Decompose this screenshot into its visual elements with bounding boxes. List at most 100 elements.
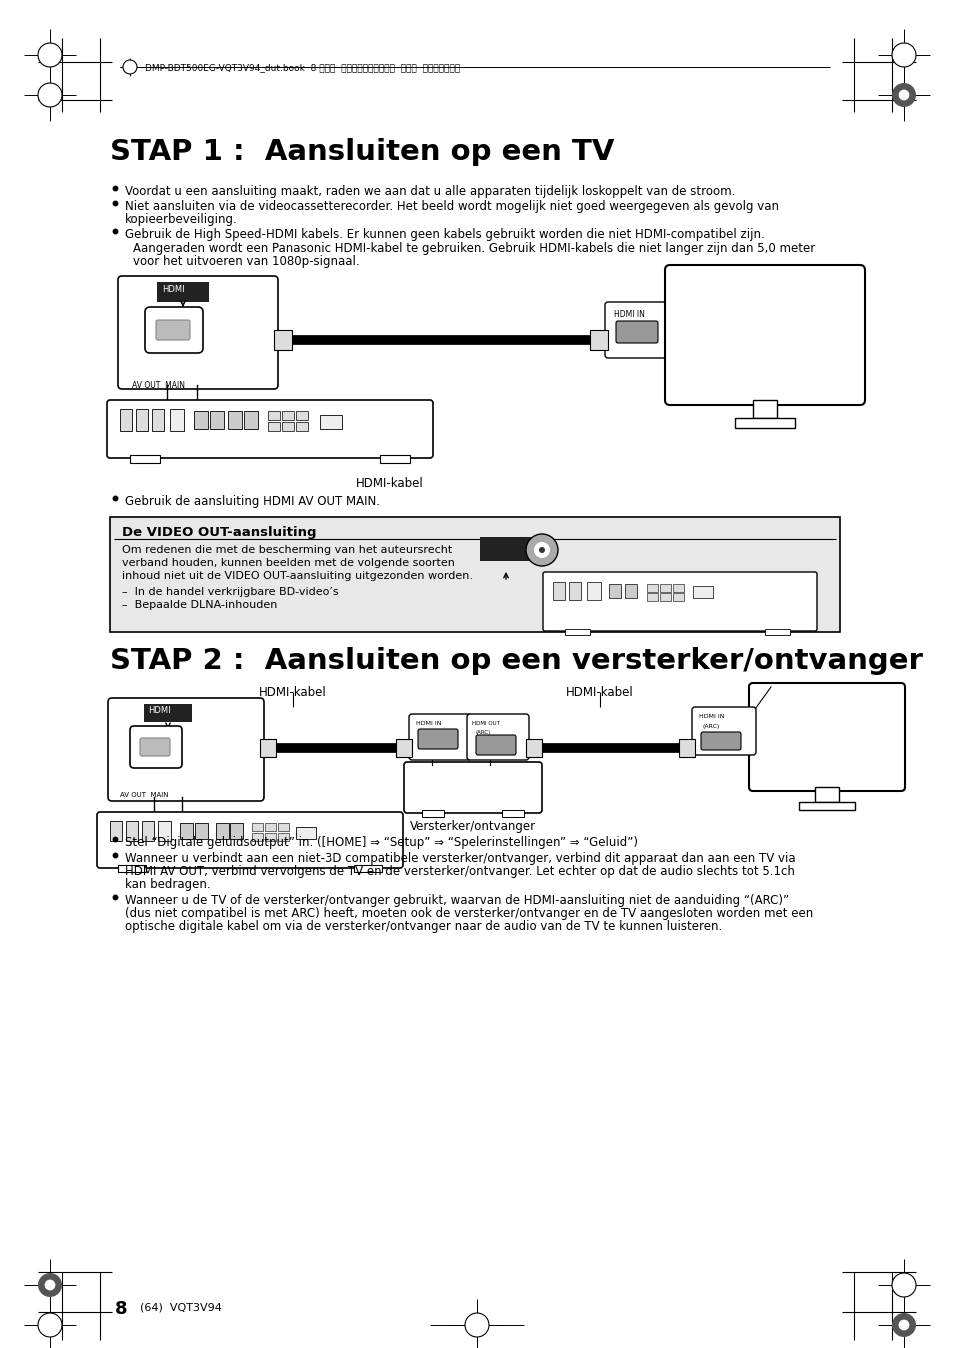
Circle shape [891,1273,915,1297]
Circle shape [123,61,137,74]
Bar [152,408,164,431]
Bar [752,400,776,418]
FancyBboxPatch shape [700,732,740,749]
FancyBboxPatch shape [130,727,182,768]
Bar [624,584,637,599]
Bar [277,824,289,830]
Bar [553,582,564,600]
Bar [568,582,580,600]
Text: 8: 8 [115,1299,128,1318]
Text: HDMI AV OUT, verbind vervolgens de TV en de versterker/ontvanger. Let echter op : HDMI AV OUT, verbind vervolgens de TV en… [125,865,794,878]
Bar [268,422,280,431]
FancyBboxPatch shape [118,276,277,390]
FancyBboxPatch shape [616,321,658,342]
Text: (64)  VQT3V94: (64) VQT3V94 [140,1302,222,1312]
Text: Voordat u een aansluiting maakt, raden we aan dat u alle apparaten tijdelijk los: Voordat u een aansluiting maakt, raden w… [125,185,735,198]
Circle shape [38,84,62,106]
Bar [608,584,620,599]
Text: AV OUT  MAIN: AV OUT MAIN [132,381,185,390]
Bar [265,824,275,830]
Circle shape [525,534,558,566]
Bar [659,593,670,601]
Text: HDMI: HDMI [148,706,171,714]
Text: VIDEO OUT: VIDEO OUT [482,541,521,547]
Bar [193,411,208,429]
Bar [501,810,523,817]
Text: HDMI: HDMI [162,284,185,294]
Text: Wanneer u verbindt aan een niet-3D compatibele versterker/ontvanger, verbind dit: Wanneer u verbindt aan een niet-3D compa… [125,852,795,865]
Text: HDMI OUT: HDMI OUT [472,721,499,727]
Text: optische digitale kabel om via de versterker/ontvanger naar de audio van de TV t: optische digitale kabel om via de verste… [125,919,721,933]
Text: HDMI IN: HDMI IN [416,721,441,727]
Bar [244,411,257,429]
Text: STAP 2 :  Aansluiten op een versterker/ontvanger: STAP 2 : Aansluiten op een versterker/on… [110,647,922,675]
FancyBboxPatch shape [107,400,433,458]
Bar [118,865,146,872]
Bar [679,739,695,758]
Text: Versterker/ontvanger: Versterker/ontvanger [410,820,536,833]
Bar [274,330,292,350]
Bar [564,630,589,635]
Bar [277,833,289,841]
Bar [672,593,683,601]
Bar [110,518,840,632]
Text: STAP 1 :  Aansluiten op een TV: STAP 1 : Aansluiten op een TV [110,137,614,166]
Text: De VIDEO OUT-aansluiting: De VIDEO OUT-aansluiting [122,526,316,539]
Bar [646,593,658,601]
FancyBboxPatch shape [409,714,471,760]
Text: kopieerbeveiliging.: kopieerbeveiliging. [125,213,237,226]
Text: (ARC): (ARC) [476,731,491,735]
Bar [692,586,712,599]
Bar [295,411,308,421]
Bar [295,828,315,838]
Text: Wanneer u de TV of de versterker/ontvanger gebruikt, waarvan de HDMI-aansluiting: Wanneer u de TV of de versterker/ontvang… [125,894,788,907]
FancyBboxPatch shape [403,762,541,813]
Bar [646,584,658,592]
Bar [252,824,263,830]
FancyBboxPatch shape [108,698,264,801]
FancyBboxPatch shape [748,683,904,791]
Circle shape [464,1313,489,1337]
FancyBboxPatch shape [604,302,672,359]
Circle shape [45,1279,55,1290]
Bar [110,821,122,841]
Bar [130,456,160,462]
Bar [479,537,532,561]
Text: inhoud niet uit de VIDEO OUT-aansluiting uitgezonden worden.: inhoud niet uit de VIDEO OUT-aansluiting… [122,572,473,581]
Circle shape [38,1313,62,1337]
Text: DMP-BDT500EG-VQT3V94_dut.book  8 ページ  ２０１３年９月２５日  水曜日  午後１２時０分: DMP-BDT500EG-VQT3V94_dut.book 8 ページ ２０１３… [145,63,459,71]
FancyBboxPatch shape [691,706,755,755]
Bar [734,418,794,429]
Bar [395,739,412,758]
Bar [252,833,263,841]
Bar [525,739,541,758]
Text: HDMI IN: HDMI IN [699,714,723,718]
Text: kan bedragen.: kan bedragen. [125,878,211,891]
FancyBboxPatch shape [664,266,864,404]
Bar [379,456,410,462]
Text: Stel “Digitale geluidsoutput” in. ([HOME] ⇒ “Setup” ⇒ “Spelerinstellingen” ⇒ “Ge: Stel “Digitale geluidsoutput” in. ([HOME… [125,836,638,849]
FancyBboxPatch shape [156,319,190,340]
Bar [194,824,208,838]
Bar [228,411,242,429]
FancyBboxPatch shape [417,729,457,749]
FancyBboxPatch shape [542,572,816,631]
FancyBboxPatch shape [145,307,203,353]
Text: –  In de handel verkrijgbare BD-video’s: – In de handel verkrijgbare BD-video’s [122,586,338,597]
Text: Om redenen die met de bescherming van het auteursrecht: Om redenen die met de bescherming van he… [122,545,452,555]
Bar [260,739,275,758]
Bar [210,411,224,429]
Bar [265,833,275,841]
Bar [136,408,148,431]
Text: verband houden, kunnen beelden met de volgende soorten: verband houden, kunnen beelden met de vo… [122,558,455,568]
Text: (ARC): (ARC) [702,724,720,729]
Bar [799,802,854,810]
Bar [144,704,192,723]
Circle shape [891,1313,915,1337]
Bar [282,422,294,431]
Bar [268,411,280,421]
Bar [319,415,341,429]
Circle shape [534,542,550,558]
Bar [215,824,229,838]
Text: HDMI-kabel: HDMI-kabel [565,686,633,700]
